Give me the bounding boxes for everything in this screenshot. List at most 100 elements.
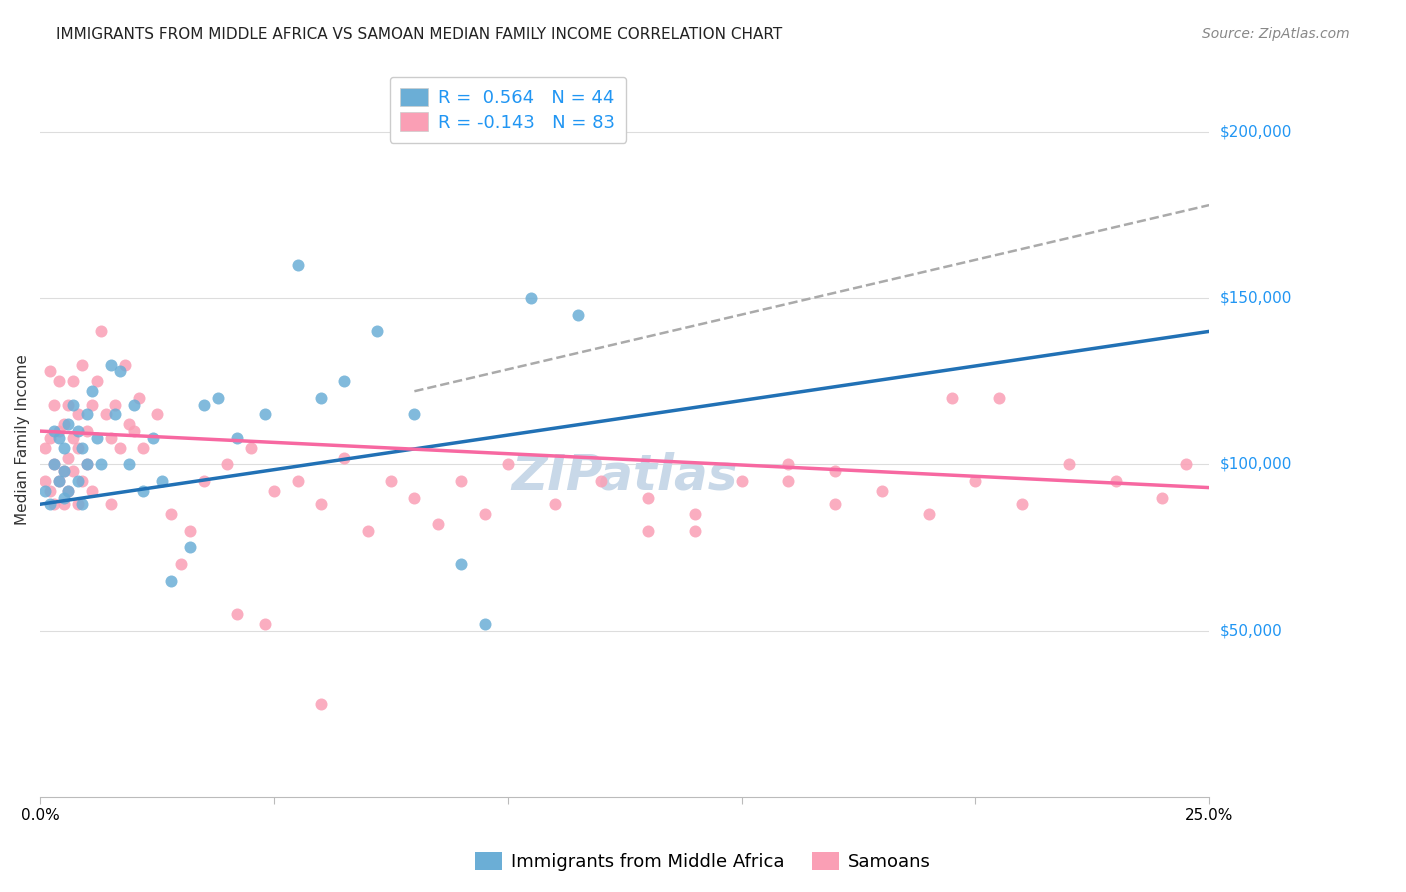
Point xyxy=(474,616,496,631)
Point xyxy=(253,408,276,422)
Point xyxy=(66,424,89,438)
Text: Source: ZipAtlas.com: Source: ZipAtlas.com xyxy=(1202,27,1350,41)
Point xyxy=(225,607,247,621)
Point xyxy=(66,408,89,422)
Point xyxy=(118,458,141,472)
Point xyxy=(52,417,75,432)
Point xyxy=(62,431,84,445)
Point xyxy=(62,374,84,388)
Point xyxy=(870,483,893,498)
Point xyxy=(76,424,98,438)
Point xyxy=(132,483,155,498)
Point xyxy=(253,616,276,631)
Point xyxy=(824,464,846,478)
Point xyxy=(309,697,332,711)
Text: $200,000: $200,000 xyxy=(1220,125,1292,139)
Point xyxy=(160,574,183,588)
Point xyxy=(34,474,56,488)
Point xyxy=(72,441,94,455)
Point xyxy=(86,374,108,388)
Point xyxy=(90,458,112,472)
Legend: R =  0.564   N = 44, R = -0.143   N = 83: R = 0.564 N = 44, R = -0.143 N = 83 xyxy=(389,77,626,143)
Point xyxy=(567,308,589,322)
Point xyxy=(987,391,1010,405)
Point xyxy=(128,391,150,405)
Point xyxy=(965,474,987,488)
Point xyxy=(263,483,285,498)
Point xyxy=(100,358,122,372)
Point xyxy=(48,431,70,445)
Point xyxy=(474,507,496,521)
Point xyxy=(1152,491,1174,505)
Point xyxy=(104,397,127,411)
Point xyxy=(426,517,449,532)
Point xyxy=(591,474,613,488)
Point xyxy=(52,464,75,478)
Point xyxy=(179,524,201,538)
Point xyxy=(52,497,75,511)
Point xyxy=(80,397,103,411)
Point xyxy=(169,557,191,571)
Point xyxy=(90,325,112,339)
Point xyxy=(80,384,103,399)
Point xyxy=(34,441,56,455)
Point xyxy=(58,417,80,432)
Y-axis label: Median Family Income: Median Family Income xyxy=(15,354,30,524)
Point xyxy=(122,424,145,438)
Point xyxy=(62,397,84,411)
Point xyxy=(160,507,183,521)
Point xyxy=(404,408,426,422)
Point xyxy=(44,458,66,472)
Point xyxy=(38,431,60,445)
Point xyxy=(132,441,155,455)
Point xyxy=(38,497,60,511)
Point xyxy=(1011,497,1033,511)
Point xyxy=(76,458,98,472)
Text: $50,000: $50,000 xyxy=(1220,623,1282,638)
Text: $100,000: $100,000 xyxy=(1220,457,1292,472)
Point xyxy=(1057,458,1080,472)
Point xyxy=(778,458,800,472)
Point xyxy=(48,424,70,438)
Point xyxy=(94,408,117,422)
Point xyxy=(108,364,131,378)
Point xyxy=(683,507,706,521)
Point xyxy=(1104,474,1126,488)
Point xyxy=(404,491,426,505)
Point xyxy=(66,441,89,455)
Point xyxy=(637,524,659,538)
Point xyxy=(48,474,70,488)
Point xyxy=(683,524,706,538)
Point xyxy=(80,483,103,498)
Point xyxy=(450,474,472,488)
Point xyxy=(380,474,402,488)
Point xyxy=(72,497,94,511)
Point xyxy=(38,364,60,378)
Point xyxy=(496,458,519,472)
Point xyxy=(100,431,122,445)
Point xyxy=(333,450,356,465)
Point xyxy=(193,397,215,411)
Point xyxy=(48,474,70,488)
Point xyxy=(58,450,80,465)
Point xyxy=(114,358,136,372)
Point xyxy=(66,474,89,488)
Point xyxy=(450,557,472,571)
Point xyxy=(637,491,659,505)
Point xyxy=(44,458,66,472)
Point xyxy=(104,408,127,422)
Text: ZIPatlas: ZIPatlas xyxy=(512,451,738,500)
Point xyxy=(356,524,378,538)
Point xyxy=(225,431,247,445)
Point xyxy=(824,497,846,511)
Point xyxy=(76,408,98,422)
Legend: Immigrants from Middle Africa, Samoans: Immigrants from Middle Africa, Samoans xyxy=(468,845,938,879)
Point xyxy=(52,464,75,478)
Point xyxy=(52,491,75,505)
Point xyxy=(142,431,165,445)
Point xyxy=(287,474,309,488)
Point xyxy=(287,258,309,272)
Point xyxy=(72,358,94,372)
Point xyxy=(333,374,356,388)
Point xyxy=(146,408,169,422)
